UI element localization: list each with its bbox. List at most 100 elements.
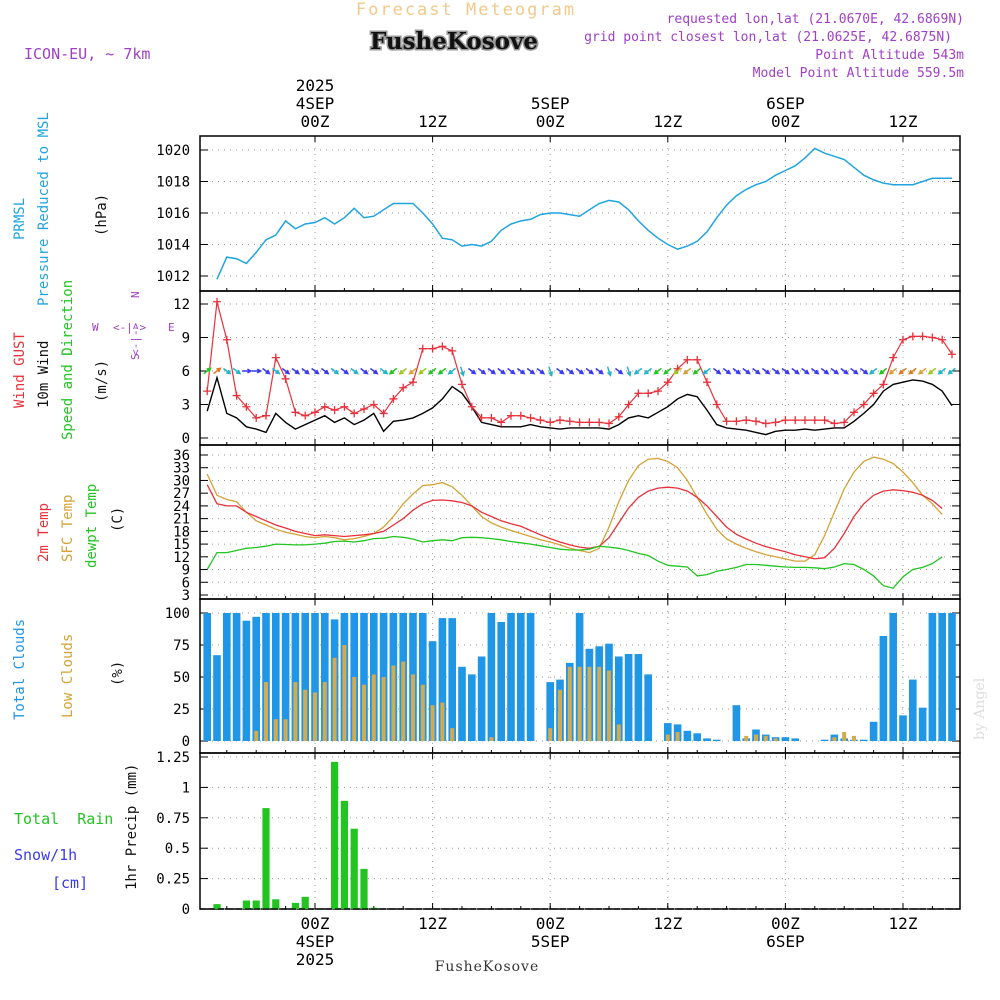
gust-marker	[477, 413, 486, 422]
dewpt-label: dewpt Temp	[84, 484, 100, 568]
wind-arrow	[203, 367, 212, 375]
low-clouds-label: Low Clouds	[60, 634, 76, 718]
wind-arrow	[830, 367, 840, 375]
model-point-altitude: Model Point Altitude 559.5m	[753, 66, 964, 81]
rain-bar	[262, 808, 270, 909]
rain-bar	[360, 868, 368, 909]
ytick-label: 3	[182, 398, 190, 414]
gust-marker	[536, 416, 545, 425]
wind-arrow	[398, 367, 408, 375]
total-cloud-bar	[693, 733, 701, 741]
rain-bar	[252, 900, 260, 909]
gust-marker	[565, 417, 574, 426]
wind-arrow	[702, 367, 711, 375]
gust-marker	[438, 342, 447, 351]
wind-arrow	[771, 367, 781, 375]
gust-marker	[879, 380, 888, 389]
low-cloud-bar	[754, 734, 758, 741]
wind-arrow	[556, 367, 565, 375]
wind-unit-label: (m/s)	[94, 360, 110, 402]
low-cloud-bar	[430, 705, 435, 741]
compass-w: W	[92, 321, 99, 334]
ytick-label: 1.25	[156, 750, 190, 766]
wind-arrow	[888, 367, 898, 375]
total-cloud-bar	[909, 679, 917, 741]
wind-arrow	[672, 367, 682, 375]
wind-arrow	[301, 367, 310, 375]
gust-marker	[350, 409, 359, 418]
total-cloud-bar	[252, 616, 260, 741]
total-cloud-bar	[272, 613, 280, 741]
total-cloud-bar	[507, 613, 515, 741]
low-cloud-bar	[352, 677, 357, 741]
gridlines	[200, 136, 960, 910]
wind-arrow	[487, 367, 497, 375]
location-title: FusheKosove	[370, 28, 538, 55]
sfc-label: SFC Temp	[60, 495, 76, 562]
ytick-label: 15	[173, 537, 190, 553]
wind-arrow	[437, 367, 447, 375]
wind-10m-label: 10m Wind	[36, 341, 52, 408]
ytick-label: 24	[173, 499, 190, 515]
ytick-label: 1020	[156, 143, 190, 159]
ytick-label: 27	[173, 486, 190, 502]
gust-marker	[752, 417, 760, 426]
wind-arrow	[507, 367, 516, 375]
wind-arrow	[781, 367, 791, 375]
total-cloud-bar	[732, 705, 741, 741]
gust-marker	[409, 378, 417, 387]
wind-arrow	[418, 367, 427, 375]
low-cloud-bar	[616, 724, 621, 741]
total-cloud-bar	[448, 618, 456, 741]
gust-marker	[859, 400, 868, 409]
wind-arrow	[477, 367, 487, 375]
wind-arrow	[241, 368, 253, 374]
wind-arrow	[379, 367, 389, 375]
total-cloud-bar	[311, 613, 319, 741]
wind-arrow	[526, 367, 536, 375]
low-cloud-bar	[420, 684, 425, 741]
total-cloud-bar	[477, 656, 486, 741]
pressure-desc-label: Pressure Reduced to MSL	[36, 112, 52, 306]
wind-arrow	[330, 367, 340, 375]
wind-arrow	[840, 367, 849, 375]
wind-arrow	[752, 367, 761, 375]
requested-coords: requested lon,lat (21.0670E, 42.6869N)	[667, 12, 964, 27]
bottom-time-label: 2025	[296, 950, 335, 969]
gust-marker	[556, 416, 564, 425]
ytick-label: 100	[165, 606, 190, 622]
gust-marker	[389, 394, 398, 403]
ytick-label: 1016	[156, 206, 190, 222]
low-cloud-bar	[313, 692, 317, 741]
gust-marker	[467, 402, 476, 411]
gust-marker	[585, 418, 594, 427]
total-cloud-bar	[860, 739, 868, 741]
rain-bar	[242, 900, 250, 909]
wind-arrow	[791, 367, 800, 375]
wind-arrow	[643, 367, 653, 375]
bottom-time-label: 00Z	[301, 914, 330, 933]
total-cloud-bar	[262, 613, 270, 741]
gust-marker	[262, 411, 270, 420]
gust-marker	[948, 350, 956, 359]
total-cloud-bar	[899, 715, 907, 741]
total-cloud-bar	[232, 613, 241, 741]
wind-arrow	[682, 367, 692, 375]
total-cloud-bar	[889, 613, 897, 741]
low-cloud-bar	[293, 682, 298, 741]
gust-marker	[683, 355, 692, 364]
total-cloud-bar	[438, 618, 447, 741]
t2m-label: 2m Temp	[36, 503, 52, 562]
gust-marker	[252, 413, 261, 422]
wind-arrow	[908, 367, 917, 375]
top-time-label: 00Z	[771, 112, 800, 131]
gust-marker	[330, 406, 339, 415]
wind-arrow	[222, 367, 232, 375]
wind-arrow	[850, 367, 859, 375]
ytick-label: 12	[173, 297, 190, 313]
total-cloud-bar	[615, 656, 623, 741]
wind-arrow	[271, 367, 281, 375]
gust-marker	[771, 418, 780, 427]
wind-arrow	[467, 367, 477, 375]
